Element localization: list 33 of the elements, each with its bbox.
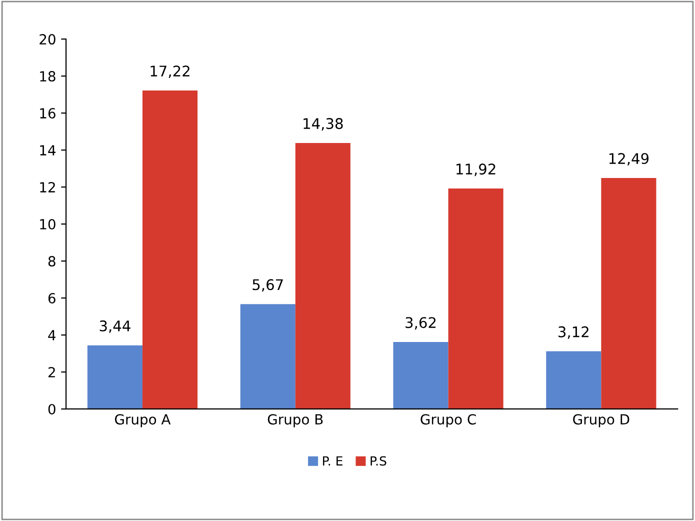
y-tick-label: 18: [40, 71, 56, 82]
legend-label: P. E: [323, 456, 342, 466]
y-tick-label: 20: [40, 34, 56, 45]
x-tick-label: Grupo B: [268, 414, 323, 428]
x-tick-label: Grupo A: [115, 414, 171, 428]
y-tick-label: 14: [40, 145, 56, 156]
y-tick-label: 2: [48, 366, 55, 378]
data-label: 14,38: [304, 118, 343, 131]
bar: [601, 178, 656, 409]
y-tick-label: 12: [40, 182, 55, 192]
data-label: 3,44: [100, 320, 130, 333]
bar: [448, 188, 504, 409]
bar: [240, 304, 296, 409]
y-tick-label: 4: [48, 330, 56, 340]
data-label: 11,92: [456, 164, 496, 176]
y-tick-label: 16: [40, 108, 56, 119]
bar: [393, 342, 448, 409]
x-tick-label: Grupo C: [420, 414, 476, 428]
bar: [87, 345, 142, 409]
bar: [546, 351, 602, 409]
y-tick-label: 8: [48, 256, 56, 266]
data-label: 3,62: [406, 317, 436, 330]
y-tick-label: 10: [40, 219, 56, 230]
y-tick-label: 6: [48, 292, 56, 304]
data-label: 17,22: [150, 66, 190, 78]
legend-label: P.S: [370, 456, 386, 466]
data-label: 12,49: [609, 153, 649, 166]
data-label: 5,67: [252, 279, 283, 292]
bar: [142, 90, 198, 409]
data-label: 3,12: [558, 326, 588, 339]
bar: [295, 143, 350, 409]
x-tick-label: Grupo D: [573, 414, 630, 428]
y-tick-label: 0: [48, 404, 56, 414]
